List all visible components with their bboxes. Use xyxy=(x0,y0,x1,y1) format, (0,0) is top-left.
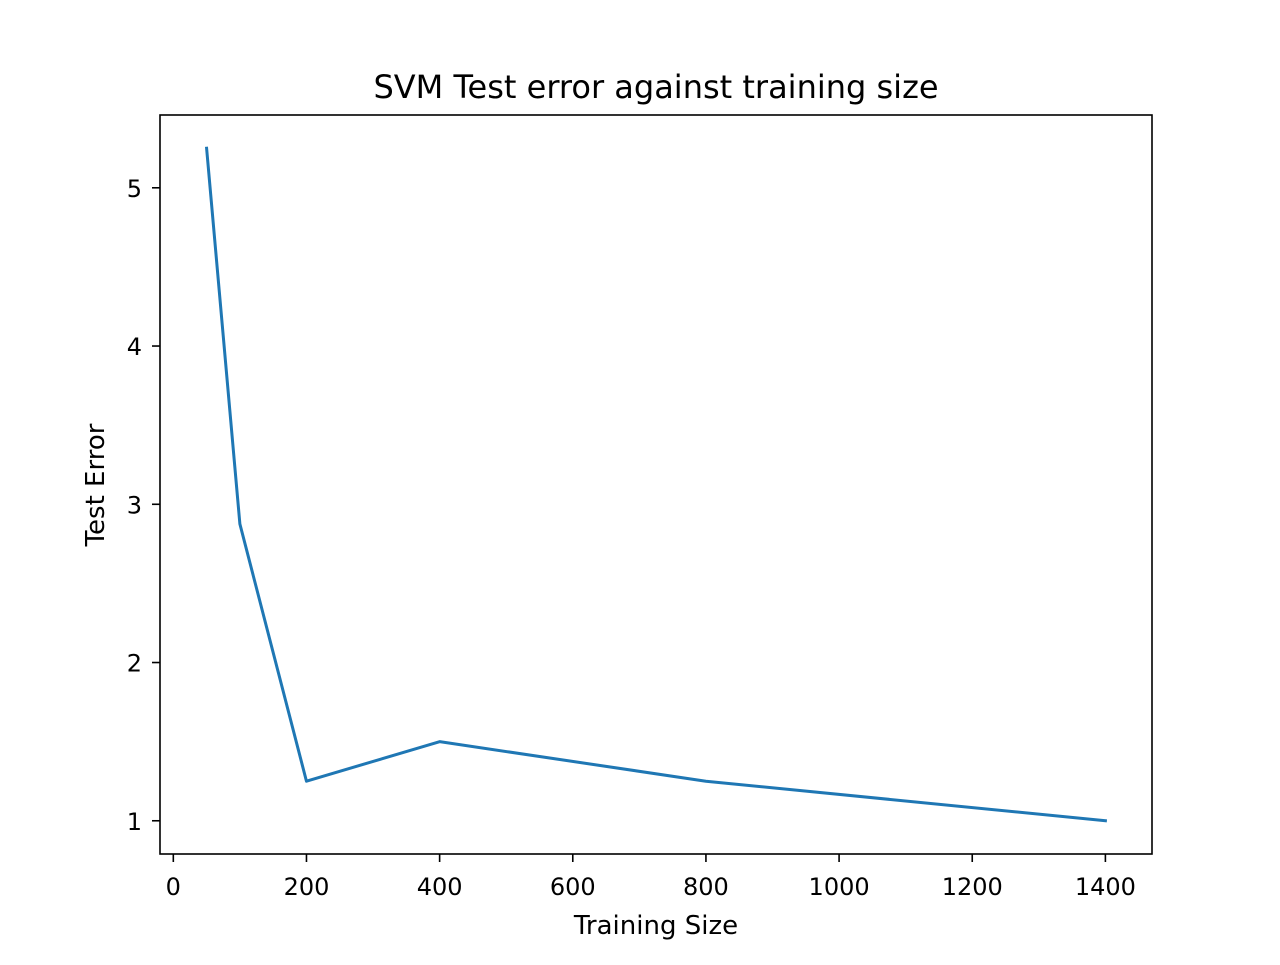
y-tick-label-4: 4 xyxy=(127,333,142,361)
y-tick-label-1: 1 xyxy=(127,808,142,836)
x-tick-label-400: 400 xyxy=(417,873,463,901)
plot-area: 0 200 400 600 800 1000 1200 1400 1 2 3 4 5 xyxy=(127,114,1153,901)
series-line-0 xyxy=(204,146,1108,823)
x-tick-label-600: 600 xyxy=(550,873,596,901)
chart-title: SVM Test error against training size xyxy=(373,68,938,106)
y-tick-label-5: 5 xyxy=(127,175,142,203)
x-tick-label-1400: 1400 xyxy=(1075,873,1136,901)
x-tick-label-200: 200 xyxy=(284,873,330,901)
x-tick-label-800: 800 xyxy=(683,873,729,901)
y-tick-label-2: 2 xyxy=(127,650,142,678)
x-axis-label: Training Size xyxy=(573,911,738,941)
y-axis-label: Test Error xyxy=(81,423,111,547)
x-tick-label-1200: 1200 xyxy=(942,873,1003,901)
y-tick-label-3: 3 xyxy=(127,491,142,519)
x-tick-label-0: 0 xyxy=(166,873,181,901)
axes-frame xyxy=(159,114,1153,855)
x-tick-label-1000: 1000 xyxy=(809,873,870,901)
